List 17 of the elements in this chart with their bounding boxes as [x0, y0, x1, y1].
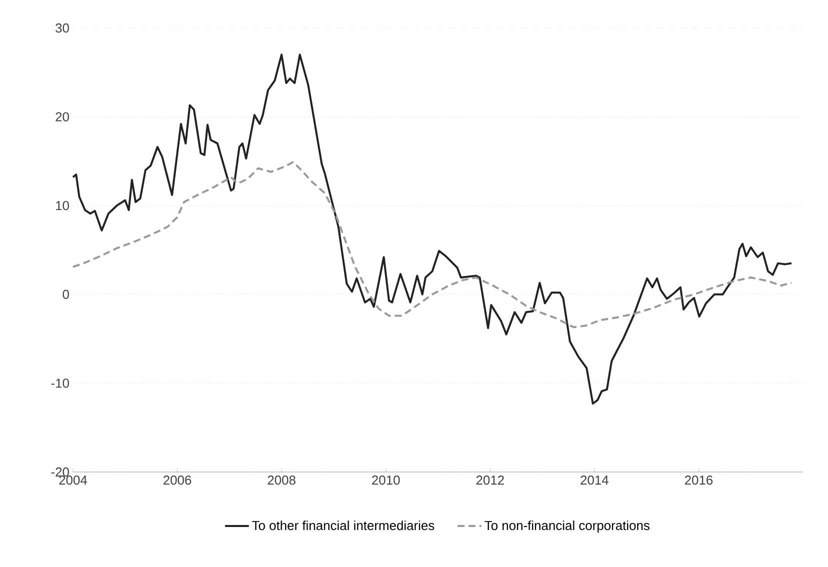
legend-label: To non-financial corporations	[484, 520, 650, 533]
x-tick-label: 2016	[684, 476, 713, 485]
y-tick-label: -20	[51, 467, 69, 477]
legend-label: To other financial intermediaries	[252, 520, 434, 530]
x-tick-label: 2004	[59, 476, 88, 485]
x-tick-label: 2008	[268, 476, 296, 485]
line-series	[72, 161, 793, 328]
x-tick-label: 2012	[476, 476, 504, 485]
y-tick-label: 0	[62, 290, 69, 299]
x-tick-label: 2010	[372, 476, 400, 485]
y-tick-label: 20	[56, 112, 69, 122]
x-tick-label: 2006	[164, 476, 192, 485]
y-tick-label: 30	[56, 23, 69, 33]
x-tick-label: 2014	[580, 476, 608, 485]
line-series	[72, 54, 793, 405]
y-tick-label: 10	[56, 201, 69, 210]
y-tick-label: -10	[51, 378, 69, 388]
